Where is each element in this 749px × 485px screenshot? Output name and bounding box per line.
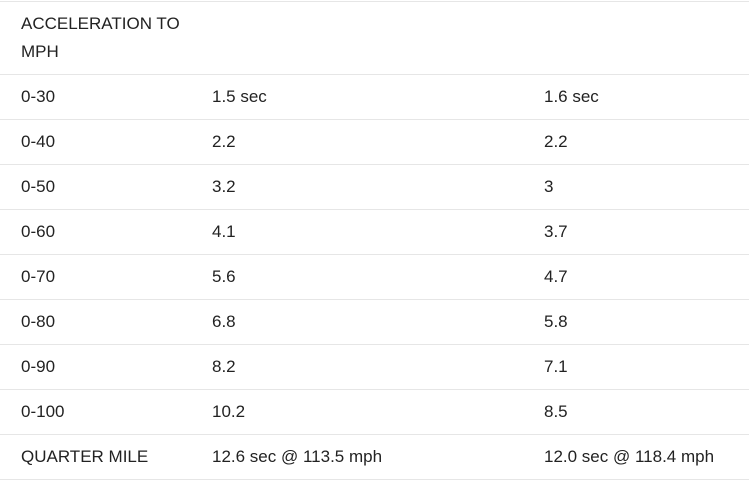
table-cell: 0-100 (0, 389, 212, 435)
table-row: 0-60 4.1 3.7 (0, 209, 749, 255)
table-cell: 2.2 (212, 119, 544, 165)
table-row: 0-30 1.5 sec 1.6 sec (0, 74, 749, 120)
table-cell: 10.2 (212, 389, 544, 435)
table-body: 0-30 1.5 sec 1.6 sec 0-40 2.2 2.2 0-50 3.2 3 0-60… (0, 74, 749, 480)
table-row: 0-90 8.2 7.1 (0, 344, 749, 390)
table-row: 0-50 3.2 3 (0, 164, 749, 210)
table-row: 0-80 6.8 5.8 (0, 299, 749, 345)
header-cell-empty (212, 1, 544, 75)
table-cell: 4.1 (212, 209, 544, 255)
table-cell: 0-50 (0, 164, 212, 210)
table-cell: 5.8 (544, 299, 749, 345)
table-cell: 8.2 (212, 344, 544, 390)
table-cell: 7.1 (544, 344, 749, 390)
table-cell: 6.8 (212, 299, 544, 345)
table-cell: 3.2 (212, 164, 544, 210)
table-cell: 1.5 sec (212, 74, 544, 120)
table-cell: 8.5 (544, 389, 749, 435)
table-cell: 12.0 sec @ 118.4 mph (544, 434, 749, 480)
table-row: QUARTER MILE 12.6 sec @ 113.5 mph 12.0 sec… (0, 434, 749, 480)
table-header: ACCELERATION TO MPH (0, 1, 749, 75)
table-cell: 5.6 (212, 254, 544, 300)
table-cell: 0-30 (0, 74, 212, 120)
table-cell: 0-90 (0, 344, 212, 390)
table-cell: 12.6 sec @ 113.5 mph (212, 434, 544, 480)
header-row: ACCELERATION TO MPH (0, 1, 749, 75)
table-cell: 4.7 (544, 254, 749, 300)
header-cell: ACCELERATION TO MPH (0, 1, 212, 75)
table-cell: 0-80 (0, 299, 212, 345)
table-row: 0-70 5.6 4.7 (0, 254, 749, 300)
header-cell-empty (544, 1, 749, 75)
table-row: 0-40 2.2 2.2 (0, 119, 749, 165)
table-cell: 0-70 (0, 254, 212, 300)
table-cell: 3.7 (544, 209, 749, 255)
table-cell: QUARTER MILE (0, 434, 212, 480)
table-cell: 2.2 (544, 119, 749, 165)
table-cell: 0-60 (0, 209, 212, 255)
table-row: 0-100 10.2 8.5 (0, 389, 749, 435)
table-cell: 0-40 (0, 119, 212, 165)
table-cell: 3 (544, 164, 749, 210)
table-cell: 1.6 sec (544, 74, 749, 120)
